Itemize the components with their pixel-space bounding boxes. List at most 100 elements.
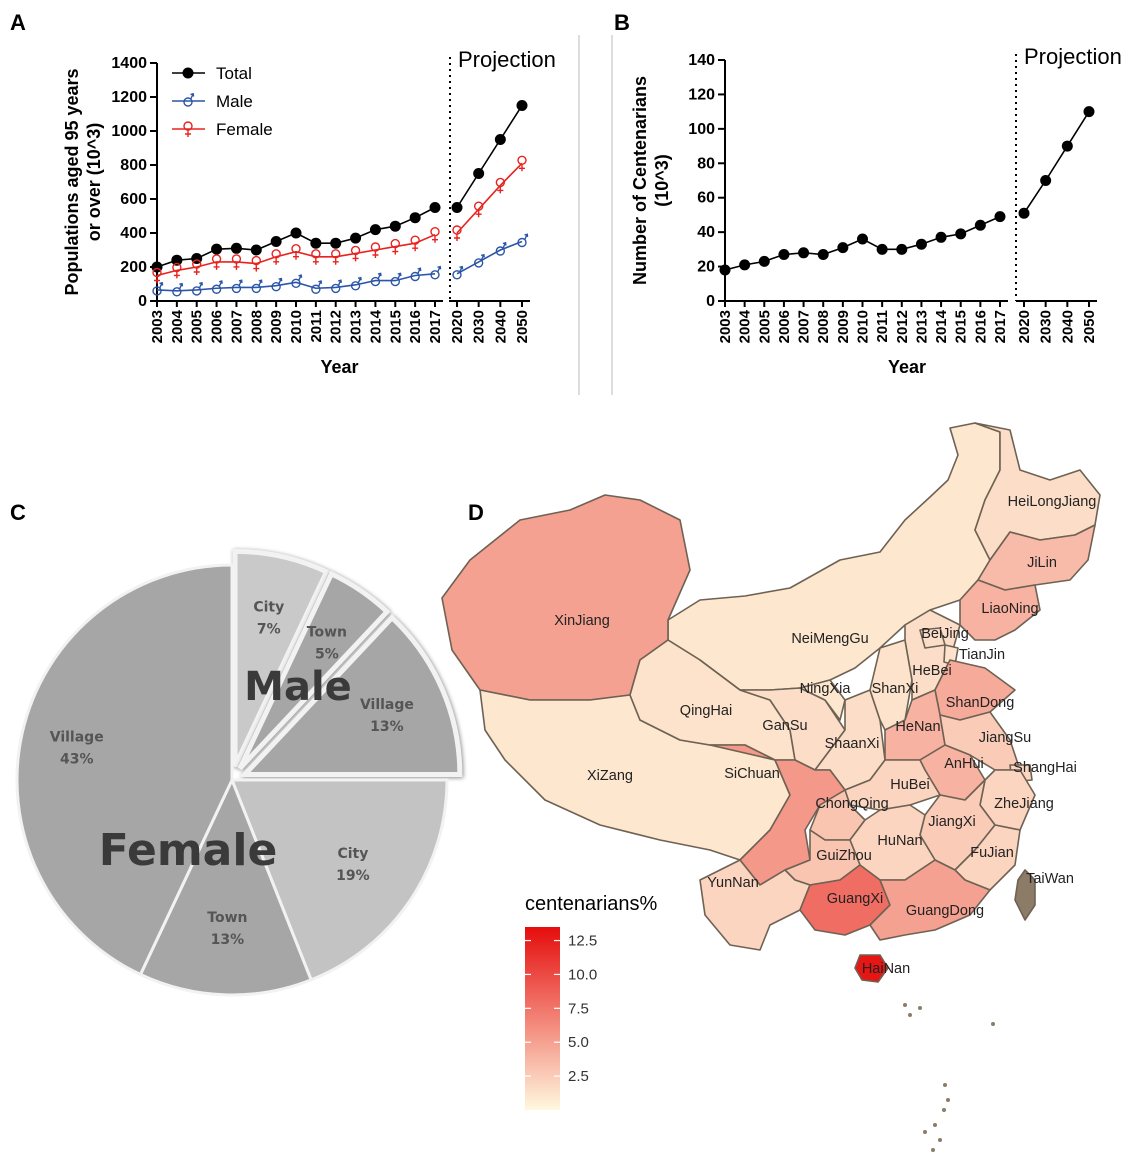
x-tick-label: 2013	[348, 310, 365, 343]
pie-slice-percent: 13%	[370, 719, 404, 735]
y-tick-label: 600	[120, 191, 147, 208]
x-tick-label: 2003	[149, 310, 166, 343]
province-label: NingXia	[800, 681, 852, 697]
x-tick-label: 2008	[815, 310, 832, 343]
panel-label-a: A	[10, 10, 26, 35]
x-tick-label: 2006	[209, 310, 226, 343]
province-label: BeiJing	[921, 626, 969, 642]
province-label: LiaoNing	[981, 601, 1038, 617]
y-tick-label: 80	[697, 155, 715, 172]
x-tick-label: 2013	[913, 310, 930, 343]
data-point-arrow	[377, 272, 382, 279]
x-tick-label: 2009	[268, 310, 285, 343]
pie-group-label-male: Male	[244, 664, 352, 710]
data-point	[857, 233, 868, 245]
data-point	[1061, 140, 1073, 152]
y-axis-title-line1: Number of Centenarians	[630, 76, 650, 285]
x-tick-label: 2020	[1016, 310, 1033, 343]
x-tick-label: 2015	[953, 310, 970, 343]
province-label: ShanDong	[946, 695, 1015, 711]
data-point-cross	[253, 264, 260, 272]
x-tick-label: 2004	[169, 309, 186, 343]
island-dot	[918, 1006, 922, 1010]
province-label: JiangSu	[979, 730, 1031, 746]
pie-slice-label: Town	[307, 624, 347, 640]
projection-label: Projection	[1024, 44, 1122, 69]
panel-label-b: B	[614, 10, 630, 35]
province-label: ShaanXi	[825, 736, 880, 752]
x-tick-label: 2012	[328, 310, 345, 343]
map-d: HeiLongJiang JiLin LiaoNing XinJiang NeiMeng…	[441, 422, 1101, 1152]
data-point-arrow	[524, 233, 529, 240]
island-dot	[991, 1022, 995, 1026]
data-point	[974, 219, 986, 231]
data-point	[494, 134, 506, 145]
data-point	[429, 202, 441, 213]
data-point-cross	[454, 234, 460, 241]
data-point-cross	[332, 257, 339, 265]
data-point	[896, 243, 908, 255]
data-point	[331, 283, 341, 294]
pie-slice-label: Village	[360, 697, 414, 713]
province-label: GuangXi	[827, 891, 883, 907]
pie-slice-percent: 13%	[211, 932, 245, 948]
x-tick-label: 2003	[717, 310, 734, 343]
data-point-cross	[185, 130, 191, 137]
island-dot	[933, 1123, 937, 1127]
panel-label-c: C	[10, 500, 26, 525]
data-point-arrow	[179, 282, 184, 290]
data-point-arrow	[278, 277, 283, 284]
island-dot	[923, 1130, 927, 1134]
y-tick-label: 120	[688, 86, 715, 103]
y-axis-title-line2: (10^3)	[652, 154, 672, 207]
province-guangdong	[869, 859, 991, 941]
pie-slice	[15, 563, 234, 977]
data-point	[250, 244, 262, 256]
data-point-cross	[273, 257, 280, 265]
province-hainan	[854, 954, 889, 983]
x-tick-label: 2012	[894, 310, 911, 343]
pie-slice-percent: 43%	[60, 751, 94, 767]
province-label: TaiWan	[1026, 871, 1074, 887]
province-label: GuangDong	[906, 903, 984, 919]
data-point	[171, 254, 183, 266]
x-tick-label: 2016	[972, 310, 989, 343]
data-point	[370, 276, 381, 287]
data-point-arrow	[190, 92, 195, 100]
data-point	[230, 242, 242, 254]
province-hubei	[844, 759, 941, 811]
pie-group-label-female: Female	[99, 825, 278, 876]
data-point	[915, 238, 927, 250]
series-line	[456, 105, 523, 208]
island-dot	[946, 1098, 950, 1102]
data-point	[516, 100, 528, 111]
y-tick-label: 800	[120, 157, 147, 174]
data-point-arrow	[238, 279, 243, 286]
data-point	[251, 283, 261, 294]
province-label: ZheJiang	[994, 796, 1054, 812]
data-point-cross	[173, 271, 180, 279]
data-point	[778, 249, 790, 261]
data-point	[739, 259, 751, 271]
x-tick-label: 2017	[427, 310, 444, 343]
data-point	[798, 247, 810, 259]
data-point	[350, 281, 361, 291]
y-tick-label: 0	[706, 293, 715, 310]
province-label: HuBei	[890, 777, 930, 793]
data-point-cross	[412, 244, 419, 252]
data-point-cross	[213, 262, 220, 270]
colorbar-tick-label: 5.0	[568, 1034, 589, 1051]
data-point	[211, 284, 222, 294]
x-tick-label: 2017	[992, 310, 1009, 343]
colorbar-tick-label: 12.5	[568, 933, 597, 950]
colorbar-tick-label: 2.5	[568, 1068, 589, 1085]
x-tick-label: 2040	[1059, 310, 1076, 343]
province-label: YunNan	[707, 875, 759, 891]
data-point-cross	[233, 262, 240, 270]
x-tick-label: 2020	[449, 310, 466, 343]
data-point	[369, 224, 381, 236]
colorbar-tick-label: 10.0	[568, 966, 597, 983]
data-point-arrow	[258, 279, 263, 286]
data-point-arrow	[318, 280, 323, 287]
